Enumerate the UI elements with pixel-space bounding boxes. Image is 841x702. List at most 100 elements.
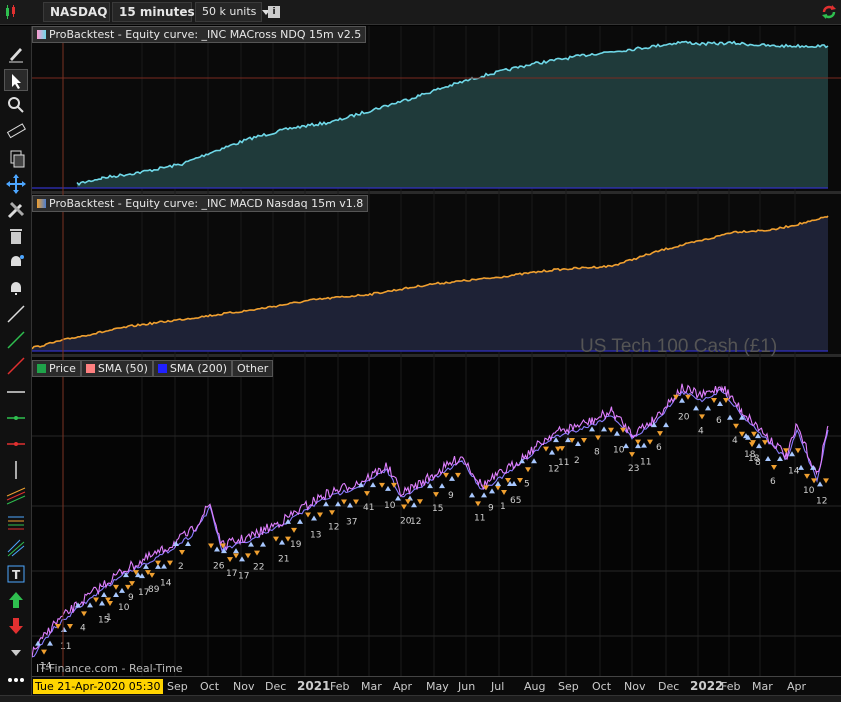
sell-marker[interactable]: [417, 499, 423, 505]
buy-marker[interactable]: [810, 464, 816, 470]
buy-marker[interactable]: [623, 443, 629, 449]
sell-marker[interactable]: [517, 477, 523, 483]
buy-marker[interactable]: [717, 400, 723, 406]
hline-icon[interactable]: [4, 381, 28, 403]
sell-marker[interactable]: [804, 473, 810, 479]
sell-marker[interactable]: [155, 560, 161, 566]
sell-marker[interactable]: [113, 584, 119, 590]
sell-marker[interactable]: [391, 482, 397, 488]
refresh-icon[interactable]: [820, 3, 838, 21]
sell-marker[interactable]: [581, 437, 587, 443]
buy-marker[interactable]: [260, 541, 266, 547]
buy-marker[interactable]: [248, 541, 254, 547]
buy-marker[interactable]: [817, 481, 823, 487]
info-icon[interactable]: i: [268, 6, 280, 18]
buy-marker[interactable]: [358, 482, 364, 488]
buy-marker[interactable]: [575, 440, 581, 446]
vline-icon[interactable]: [4, 459, 28, 481]
sell-marker[interactable]: [105, 597, 111, 603]
equity1-pane-label[interactable]: ProBacktest - Equity curve: _INC MACross…: [32, 26, 367, 43]
buy-marker[interactable]: [113, 592, 119, 598]
sell-marker[interactable]: [608, 427, 614, 433]
buy-marker[interactable]: [651, 422, 657, 428]
buy-marker[interactable]: [87, 602, 93, 608]
sell-marker[interactable]: [685, 394, 691, 400]
sell-marker[interactable]: [405, 499, 411, 505]
sell-marker[interactable]: [443, 472, 449, 478]
sell-marker[interactable]: [629, 452, 635, 458]
sell-marker[interactable]: [723, 397, 729, 403]
more-icon[interactable]: [4, 669, 28, 691]
sell-marker[interactable]: [569, 437, 575, 443]
line-icon[interactable]: [4, 303, 28, 325]
buy-marker[interactable]: [161, 563, 167, 569]
sell-marker[interactable]: [273, 536, 279, 542]
sell-marker[interactable]: [208, 543, 214, 549]
buy-marker[interactable]: [143, 563, 149, 569]
buy-marker[interactable]: [601, 426, 607, 432]
legend-other[interactable]: Other: [232, 360, 274, 377]
units-select[interactable]: 50 k units: [195, 2, 271, 22]
sell-marker[interactable]: [739, 431, 745, 437]
sell-marker[interactable]: [254, 550, 260, 556]
green-hline-icon[interactable]: [4, 407, 28, 429]
pane-separator[interactable]: [32, 191, 841, 194]
cursor-icon[interactable]: [4, 69, 28, 91]
buy-marker[interactable]: [789, 451, 795, 457]
green-line-icon[interactable]: [4, 329, 28, 351]
buy-marker[interactable]: [139, 573, 145, 579]
buy-marker[interactable]: [323, 501, 329, 507]
buy-marker[interactable]: [221, 548, 227, 554]
sell-marker[interactable]: [329, 510, 335, 516]
buy-marker[interactable]: [743, 433, 749, 439]
sell-marker[interactable]: [145, 570, 151, 576]
buy-marker[interactable]: [663, 422, 669, 428]
sell-marker[interactable]: [353, 499, 359, 505]
buy-marker[interactable]: [155, 563, 161, 569]
buy-marker[interactable]: [285, 518, 291, 524]
buy-marker[interactable]: [693, 405, 699, 411]
sell-marker[interactable]: [291, 527, 297, 533]
sell-marker[interactable]: [233, 553, 239, 559]
buy-marker[interactable]: [679, 397, 685, 403]
sell-marker[interactable]: [285, 536, 291, 542]
sell-marker[interactable]: [401, 504, 407, 510]
alert-icon[interactable]: [4, 251, 28, 273]
sell-marker[interactable]: [505, 477, 511, 483]
sell-marker[interactable]: [555, 446, 561, 452]
sell-marker[interactable]: [559, 446, 565, 452]
buy-marker[interactable]: [777, 456, 783, 462]
buy-marker[interactable]: [123, 572, 129, 578]
buy-marker[interactable]: [755, 433, 761, 439]
buy-marker[interactable]: [519, 458, 525, 464]
bell-icon[interactable]: [4, 277, 28, 299]
sell-marker[interactable]: [783, 448, 789, 454]
buy-marker[interactable]: [511, 480, 517, 486]
sell-marker[interactable]: [750, 440, 756, 446]
buy-marker[interactable]: [411, 502, 417, 508]
sell-marker[interactable]: [93, 597, 99, 603]
sell-marker[interactable]: [762, 440, 768, 446]
buy-arrow-icon[interactable]: [4, 589, 28, 611]
buy-marker[interactable]: [173, 540, 179, 546]
buy-marker[interactable]: [35, 640, 41, 646]
buy-marker[interactable]: [756, 443, 762, 449]
sell-marker[interactable]: [525, 467, 531, 473]
sell-marker[interactable]: [341, 499, 347, 505]
buy-marker[interactable]: [481, 492, 487, 498]
sell-marker[interactable]: [657, 431, 663, 437]
sell-marker[interactable]: [475, 501, 481, 507]
sell-marker[interactable]: [179, 549, 185, 555]
buy-marker[interactable]: [641, 442, 647, 448]
sell-marker[interactable]: [129, 581, 135, 587]
buy-marker[interactable]: [531, 458, 537, 464]
move-icon[interactable]: [4, 173, 28, 195]
sell-marker[interactable]: [751, 431, 757, 437]
sell-marker[interactable]: [495, 485, 501, 491]
buy-marker[interactable]: [239, 556, 245, 562]
sell-marker[interactable]: [647, 439, 653, 445]
sell-marker[interactable]: [227, 557, 233, 563]
buy-marker[interactable]: [233, 548, 239, 554]
buy-marker[interactable]: [553, 437, 559, 443]
sell-marker[interactable]: [811, 478, 817, 484]
